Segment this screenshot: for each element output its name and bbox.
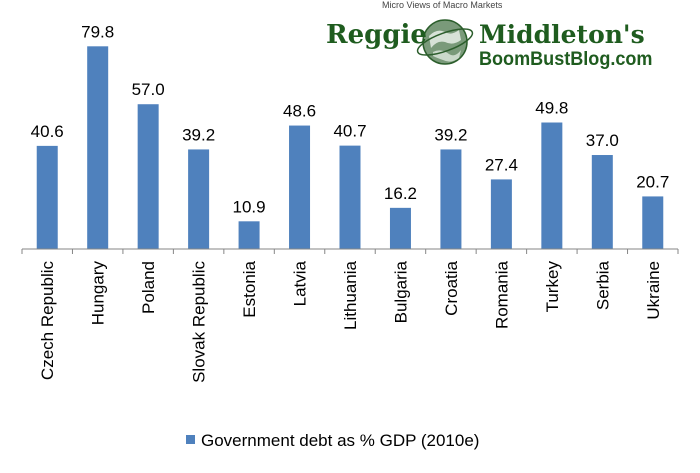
logo-brand-left: Reggie: [326, 20, 427, 50]
category-label: Slovak Republic: [190, 261, 209, 383]
data-label: 16.2: [384, 184, 417, 203]
value-labels-group: 40.6 79.8 57.0 39.2 10.9 48.6 40.7 16.2 39.2 27.4…: [31, 22, 670, 216]
data-label: 40.7: [333, 122, 366, 141]
data-label: 39.2: [434, 125, 467, 144]
data-label: 10.9: [233, 197, 266, 216]
brand-logo: Micro Views of Macro Markets Reggie Midd…: [322, 0, 652, 94]
bars-group: [36, 46, 664, 249]
logo-brand-right: Middleton's: [479, 20, 645, 49]
data-label: 27.4: [485, 155, 518, 174]
bar-ukraine: [642, 196, 664, 249]
category-label: Estonia: [240, 260, 259, 317]
bar-bulgaria: [389, 207, 411, 249]
data-label: 39.2: [182, 125, 215, 144]
category-label: Serbia: [593, 260, 612, 310]
legend-label: Government debt as % GDP (2010e): [201, 431, 479, 450]
category-labels-group: Czech Republic Hungary Poland Slovak Republ…: [38, 260, 663, 382]
bar-croatia: [440, 149, 462, 249]
category-label: Hungary: [89, 261, 108, 326]
x-axis-ticks: [21, 249, 679, 254]
category-label: Croatia: [442, 260, 461, 315]
bar-turkey: [541, 122, 563, 249]
category-label: Latvia: [291, 260, 310, 306]
bar-hungary: [87, 46, 109, 249]
category-label: Lithuania: [341, 260, 360, 330]
data-label: 49.8: [535, 99, 568, 118]
data-label: 48.6: [283, 102, 316, 121]
category-label: Ukraine: [644, 261, 663, 320]
bar-czech-republic: [36, 145, 58, 249]
category-label: Romania: [492, 260, 511, 329]
legend: Government debt as % GDP (2010e): [186, 431, 479, 450]
bar-lithuania: [339, 145, 361, 249]
bar-romania: [490, 179, 512, 249]
data-label: 37.0: [586, 131, 619, 150]
globe-icon: [416, 19, 474, 65]
bar-estonia: [238, 221, 260, 249]
logo-tagline: Micro Views of Macro Markets: [382, 0, 503, 10]
data-label: 57.0: [132, 80, 165, 99]
bar-slovak-republic: [188, 149, 210, 249]
category-label: Turkey: [543, 261, 562, 313]
category-label: Bulgaria: [391, 260, 410, 323]
data-label: 79.8: [81, 22, 114, 41]
category-label: Poland: [139, 261, 158, 314]
bar-poland: [137, 104, 159, 249]
logo-site: BoomBustBlog.com: [479, 49, 653, 70]
bar-latvia: [289, 125, 311, 249]
category-label: Czech Republic: [38, 261, 57, 381]
data-label: 40.6: [31, 122, 64, 141]
bar-serbia: [591, 155, 613, 249]
legend-swatch: [186, 435, 195, 444]
data-label: 20.7: [636, 172, 669, 191]
